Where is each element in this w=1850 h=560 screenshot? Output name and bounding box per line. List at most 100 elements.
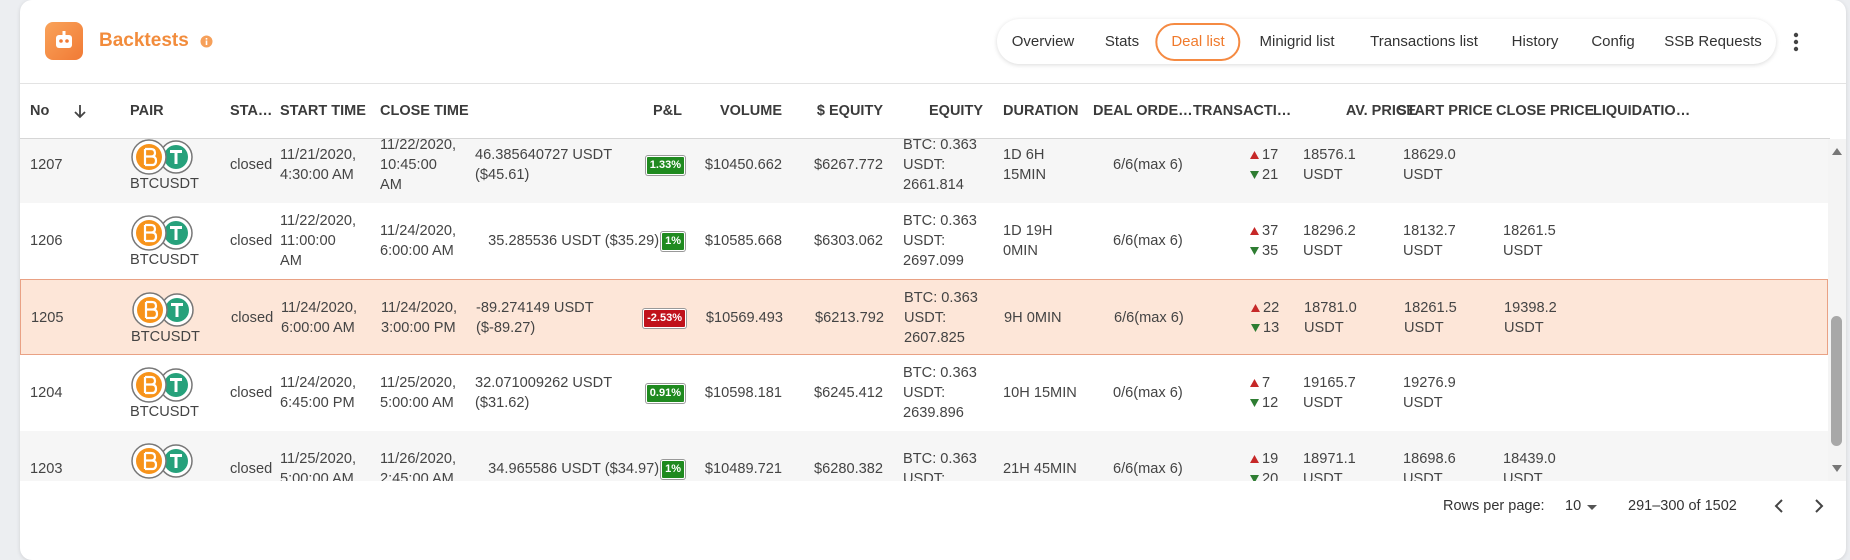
close-time: 11/24/2020, 3:00:00 PM [381, 280, 461, 356]
tx-down: 12 [1249, 393, 1278, 413]
down-arrow [1251, 324, 1260, 332]
column-header[interactable]: TRANSACTI… [1193, 103, 1292, 119]
column-header[interactable]: DEAL ORDE… [1093, 103, 1193, 119]
column-header[interactable]: P&L [653, 103, 682, 119]
deal-orders: 6/6(max 6) [1113, 431, 1183, 481]
pair: BTCUSDT [130, 139, 202, 203]
pnl-badge: 0.91% [645, 383, 685, 403]
more-menu[interactable] [1790, 31, 1802, 53]
deal-orders: 6/6(max 6) [1113, 139, 1183, 203]
equity-text: BTC: 0.363 USDT: 2661.814 [903, 139, 977, 193]
start-price-text: 18629.0 USDT [1403, 147, 1456, 183]
tab[interactable]: Stats [1104, 33, 1140, 50]
table-row[interactable]: 1205 BTCUSDT closed 11/24/2020, 6:00:00 AM 1… [20, 279, 1828, 355]
deal-orders: 6/6(max 6) [1113, 203, 1183, 279]
pagination-range: 291–300 of 1502 [1628, 498, 1737, 514]
select-caret[interactable] [1586, 504, 1598, 512]
pair: BTCUSDT [130, 203, 202, 279]
deal-no: 1203 [30, 431, 62, 481]
start-price-text: 18261.5 USDT [1404, 300, 1457, 336]
tab[interactable]: Minigrid list [1259, 33, 1335, 50]
transactions: 22 13 [1250, 280, 1279, 356]
sort-icon[interactable] [73, 103, 87, 119]
tab[interactable]: SSB Requests [1664, 33, 1762, 50]
column-header[interactable]: $ EQUITY [816, 103, 883, 119]
next-page[interactable] [1812, 498, 1826, 514]
tab[interactable]: Transactions list [1370, 33, 1478, 50]
status: closed [231, 280, 273, 356]
pair-icons [132, 292, 194, 328]
close-time-text: 11/24/2020, 6:00:00 AM [380, 223, 457, 259]
table-row[interactable]: 1204 BTCUSDT closed 11/24/2020, 6:45:00 PM 1… [20, 355, 1828, 431]
column-header[interactable]: STA… [230, 103, 273, 119]
column-header[interactable]: PAIR [130, 103, 164, 119]
column-header[interactable]: START TIME [280, 103, 366, 119]
column-header[interactable]: LIQUIDATIO… [1593, 103, 1691, 119]
transactions: 37 35 [1249, 203, 1278, 279]
prev-page[interactable] [1772, 498, 1786, 514]
table-body: 1207 BTCUSDT closed 11/21/2020, 4:30:00 AM 1… [20, 139, 1828, 481]
close-time-text: 11/26/2020, 2:45:00 AM [380, 451, 457, 481]
page: Backtests 1207 BTCUSDT closed 11/21/2020, 4… [20, 0, 1846, 560]
pair-icons [131, 443, 193, 479]
table-row[interactable]: 1207 BTCUSDT closed 11/21/2020, 4:30:00 AM 1… [20, 139, 1828, 203]
tx-up: 19 [1249, 449, 1278, 469]
pnl: 35.285536 USDT ($35.29) 1% [475, 203, 685, 279]
column-header[interactable]: AV. PRICE [1345, 103, 1416, 119]
start-price-text: 18698.6 USDT [1403, 451, 1456, 481]
column-header[interactable]: DURATION [1003, 103, 1079, 119]
start-time-text: 11/22/2020, 11:00:00 AM [280, 213, 357, 269]
scroll-thumb[interactable] [1831, 316, 1842, 446]
table-row[interactable]: 1203 BTCUSDT closed 11/25/2020, 5:00:00 AM 1… [20, 431, 1828, 481]
usd-equity: $6267.772 [783, 139, 883, 203]
table-row[interactable]: 1206 BTCUSDT closed 11/22/2020, 11:00:00 AM… [20, 203, 1828, 279]
pnl-badge: -2.53% [643, 308, 686, 328]
tab-bar [997, 19, 1776, 64]
column-header[interactable]: EQUITY [929, 103, 983, 119]
transactions: 7 12 [1249, 355, 1278, 431]
tab[interactable]: Config [1591, 33, 1635, 50]
column-header[interactable]: No [30, 103, 50, 119]
start-time-text: 11/24/2020, 6:45:00 PM [280, 375, 357, 411]
tab[interactable]: Overview [1011, 33, 1075, 50]
info-icon[interactable] [200, 35, 213, 48]
usd-equity-text: $6245.412 [814, 385, 883, 401]
scroll-up[interactable] [1831, 146, 1843, 156]
rows-per-page-select[interactable]: 10 [1565, 498, 1582, 514]
scroll-down[interactable] [1831, 464, 1843, 474]
tab[interactable]: Deal list [1155, 23, 1241, 61]
column-header[interactable]: CLOSE PRICE [1496, 103, 1595, 119]
duration: 9H 0MIN [1004, 280, 1082, 356]
duration-text: 21H 45MIN [1003, 461, 1077, 477]
duration: 1D 6H 15MIN [1003, 139, 1081, 203]
column-header[interactable]: VOLUME [719, 103, 782, 119]
pair-text: BTCUSDT [130, 404, 199, 420]
pair-text: BTCUSDT [130, 480, 199, 481]
tx-up-text: 22 [1263, 300, 1280, 316]
start-time-text: 11/25/2020, 5:00:00 AM [280, 451, 357, 481]
column-header[interactable]: START PRICE [1397, 103, 1493, 119]
pnl-text: 46.385640727 USDT ($45.61) [475, 147, 612, 183]
deal-orders-text: 6/6(max 6) [1113, 233, 1183, 249]
start-time-text: 11/21/2020, 4:30:00 AM [280, 147, 357, 183]
volume: $10585.668 [682, 203, 782, 279]
tx-up-text: 19 [1262, 451, 1279, 467]
transactions: 17 21 [1249, 139, 1278, 203]
pnl-badge: 1% [661, 231, 685, 251]
close-price-text: 19398.2 USDT [1504, 300, 1557, 336]
tx-up-text: 17 [1262, 147, 1279, 163]
column-header[interactable]: CLOSE TIME [380, 103, 469, 119]
start-time: 11/25/2020, 5:00:00 AM [280, 431, 360, 481]
tab[interactable]: History [1511, 33, 1559, 50]
pnl: 34.965586 USDT ($34.97) 1% [475, 431, 685, 481]
pnl: 32.071009262 USDT ($31.62) 0.91% [475, 355, 685, 431]
av-price: 19165.7 USDT [1303, 355, 1375, 431]
scrollbar[interactable] [1828, 139, 1846, 481]
tx-down: 13 [1250, 318, 1279, 338]
av-price-text: 18576.1 USDT [1303, 147, 1356, 183]
deal-no-text: 1204 [30, 385, 63, 401]
deal-orders-text: 6/6(max 6) [1113, 461, 1183, 477]
start-price: 18261.5 USDT [1404, 280, 1476, 356]
usd-equity: $6303.062 [783, 203, 883, 279]
av-price: 18781.0 USDT [1304, 280, 1376, 356]
